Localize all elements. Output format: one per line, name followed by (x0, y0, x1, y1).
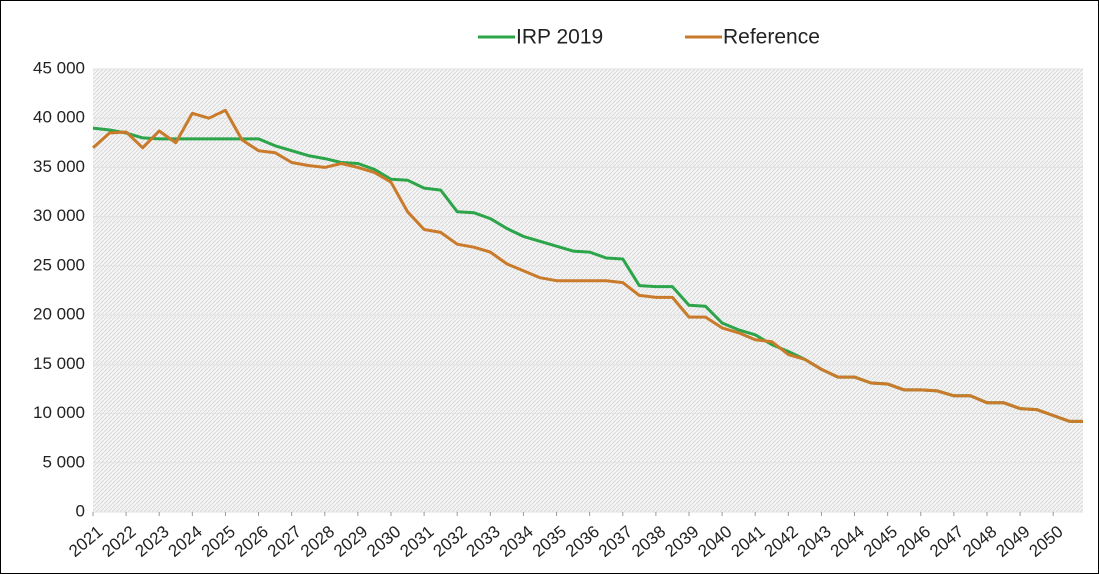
y-tick-label: 0 (76, 501, 85, 520)
y-tick-label: 25 000 (33, 255, 85, 274)
y-tick-label: 45 000 (33, 58, 85, 77)
line-series (92, 108, 1083, 423)
plot-area (93, 69, 1083, 512)
y-tick-label: 5 000 (42, 452, 85, 471)
y-tick-label: 35 000 (33, 157, 85, 176)
y-tick-label: 20 000 (33, 305, 85, 324)
legend-label: IRP 2019 (516, 26, 603, 49)
y-tick-label: 15 000 (33, 354, 85, 373)
y-tick-label: 30 000 (33, 206, 85, 225)
legend-label: Reference (723, 26, 820, 49)
y-tick-label: 40 000 (33, 108, 85, 127)
y-tick-label: 10 000 (33, 403, 85, 422)
